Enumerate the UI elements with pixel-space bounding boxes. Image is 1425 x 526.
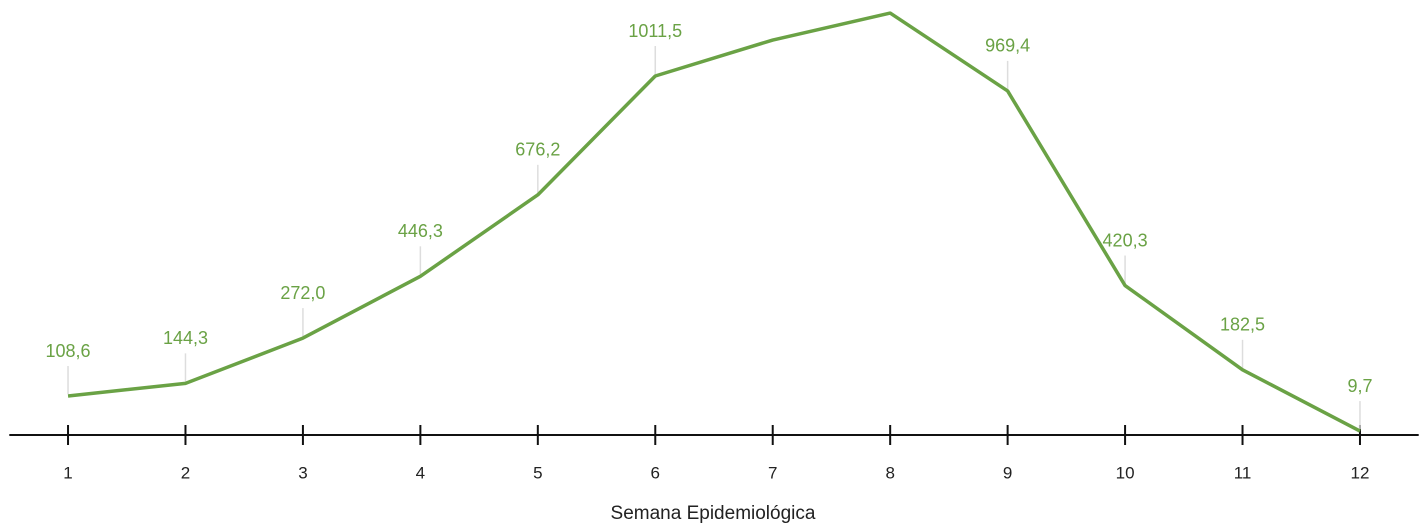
x-tick-label: 11 <box>1234 463 1252 482</box>
data-label: 9,7 <box>1347 376 1372 396</box>
data-label: 969,4 <box>985 36 1030 56</box>
x-tick-label: 3 <box>298 463 307 482</box>
x-tick-label: 12 <box>1351 463 1370 482</box>
data-label: 420,3 <box>1103 230 1148 250</box>
x-tick-label: 1 <box>63 463 72 482</box>
data-label: 144,3 <box>163 328 208 348</box>
data-label: 108,6 <box>46 341 91 361</box>
x-tick-label: 2 <box>181 463 190 482</box>
data-line <box>67 11 1361 433</box>
x-tick-label: 4 <box>416 463 425 482</box>
data-label: 272,0 <box>280 283 325 303</box>
data-label: 676,2 <box>515 140 560 160</box>
x-axis-label: Semana Epidemiológica <box>611 503 816 524</box>
x-tick-label: 10 <box>1116 463 1135 482</box>
x-tick-label: 5 <box>533 463 542 482</box>
data-label: 1011,5 <box>628 21 682 41</box>
x-tick-label: 9 <box>1003 463 1012 482</box>
x-tick-label: 7 <box>768 463 777 482</box>
x-tick-label: 8 <box>885 463 894 482</box>
data-label: 446,3 <box>398 221 443 241</box>
data-label: 182,5 <box>1220 315 1265 335</box>
x-tick-label: 6 <box>651 463 660 482</box>
